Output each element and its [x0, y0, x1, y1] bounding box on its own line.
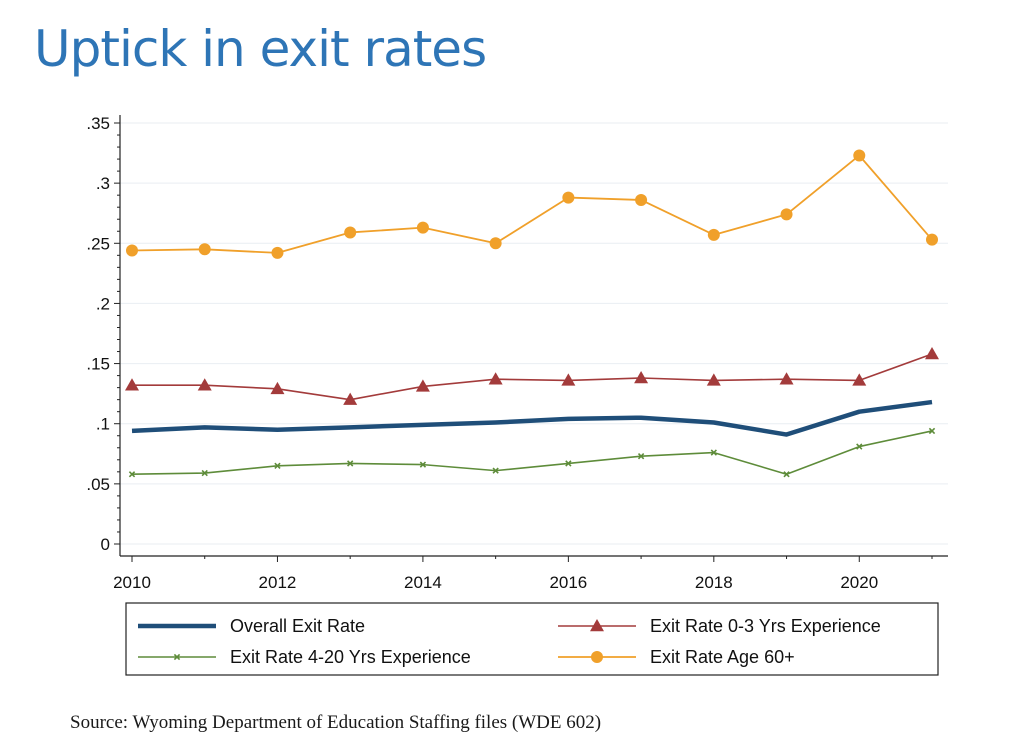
y-tick-label: .35: [86, 114, 110, 133]
x-tick-label: 2010: [113, 573, 151, 592]
y-tick-label: .1: [96, 415, 110, 434]
data-point: [710, 449, 717, 456]
data-point: [706, 373, 721, 386]
data-point: [565, 460, 572, 467]
data-point: [779, 372, 794, 385]
data-point: [416, 221, 429, 234]
series-exit-rate-4-20-yrs: [128, 427, 936, 478]
legend-label: Overall Exit Rate: [230, 616, 365, 636]
data-point: [270, 381, 285, 395]
legend-marker: [173, 653, 181, 661]
data-point: [128, 471, 136, 478]
y-tick-label: .2: [96, 294, 110, 313]
plot-region: [120, 110, 948, 556]
data-point: [344, 226, 357, 239]
data-point: [201, 469, 208, 477]
data-point: [853, 149, 866, 162]
legend-item: Exit Rate 4-20 Yrs Experience: [138, 647, 471, 667]
legend-label: Exit Rate 0-3 Yrs Experience: [650, 616, 881, 636]
series-line: [132, 353, 933, 401]
series-exit-rate-age-60: [126, 149, 938, 259]
legend-marker: [591, 651, 603, 663]
data-point: [783, 471, 790, 478]
data-point: [561, 373, 576, 386]
series-line: [131, 154, 933, 254]
series-overall-exit-rate: [131, 399, 933, 437]
data-point: [488, 372, 503, 385]
series-line: [131, 399, 933, 437]
data-point: [492, 467, 499, 474]
data-point: [707, 228, 720, 241]
data-point: [928, 427, 936, 435]
legend-marker: [590, 619, 604, 632]
data-point: [126, 244, 138, 257]
y-tick-label: .15: [86, 355, 110, 374]
legend-box: [125, 602, 939, 676]
source-note: Source: Wyoming Department of Education …: [70, 712, 602, 733]
data-point: [634, 371, 649, 384]
data-point: [562, 191, 575, 204]
data-point: [197, 378, 212, 391]
legend-label: Exit Rate Age 60+: [650, 647, 795, 667]
data-point: [125, 378, 139, 391]
x-tick-label: 2012: [259, 573, 297, 592]
x-tick-label: 2016: [549, 573, 587, 592]
data-point: [856, 443, 863, 450]
data-point: [347, 460, 354, 467]
data-point: [780, 208, 793, 221]
data-point: [635, 193, 648, 206]
y-tick-label: 0: [101, 535, 110, 554]
data-point: [925, 346, 939, 360]
x-tick-label: 2020: [840, 573, 878, 592]
legend-item: Exit Rate 0-3 Yrs Experience: [558, 616, 881, 636]
series-exit-rate-0-3-yrs: [125, 346, 939, 405]
data-point: [419, 461, 427, 468]
y-tick-label: .05: [86, 475, 110, 494]
legend-item: Overall Exit Rate: [138, 616, 365, 636]
legend-label: Exit Rate 4-20 Yrs Experience: [230, 647, 471, 667]
data-point: [637, 453, 645, 460]
slide-title: Uptick in exit rates: [34, 20, 487, 78]
data-point: [415, 379, 430, 392]
legend-item: Exit Rate Age 60+: [558, 647, 795, 667]
legend: Overall Exit Rate Exit Rate 0-3 Yrs Exper…: [125, 602, 939, 676]
data-point: [271, 246, 284, 259]
data-point: [343, 392, 358, 405]
data-point: [852, 373, 867, 386]
y-tick-label: .3: [96, 174, 110, 193]
series-line: [131, 430, 933, 476]
data-point: [926, 233, 938, 246]
y-tick-label: .25: [86, 234, 110, 253]
data-point: [198, 243, 211, 256]
x-tick-label: 2018: [695, 573, 733, 592]
data-point: [274, 462, 281, 469]
data-point: [489, 237, 502, 250]
x-tick-label: 2014: [404, 573, 442, 592]
